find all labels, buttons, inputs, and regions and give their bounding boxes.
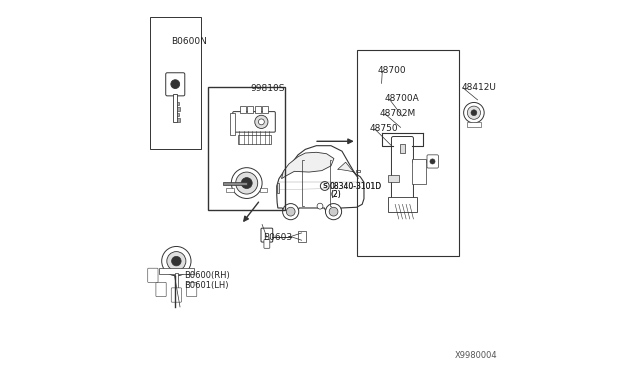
FancyBboxPatch shape (156, 282, 166, 296)
Bar (230, 113, 235, 135)
Bar (388, 175, 399, 182)
Circle shape (255, 115, 268, 128)
Bar (388, 197, 417, 212)
Circle shape (463, 102, 484, 123)
Circle shape (471, 110, 477, 116)
Text: 48700: 48700 (378, 66, 406, 75)
Circle shape (259, 119, 264, 125)
Circle shape (321, 182, 329, 190)
Circle shape (326, 203, 342, 220)
Circle shape (172, 256, 181, 266)
FancyBboxPatch shape (172, 288, 182, 302)
Circle shape (467, 106, 481, 119)
Bar (177, 107, 180, 111)
Circle shape (167, 251, 186, 271)
Bar (356, 51, 460, 256)
Bar (177, 118, 180, 122)
Text: 48700A: 48700A (385, 94, 420, 103)
Circle shape (231, 168, 262, 198)
FancyBboxPatch shape (261, 228, 273, 242)
Bar (173, 94, 177, 122)
Bar (208, 87, 285, 210)
Bar (467, 122, 481, 126)
FancyBboxPatch shape (233, 112, 275, 132)
Bar (412, 158, 426, 184)
Circle shape (171, 80, 180, 89)
Bar (177, 102, 179, 105)
Circle shape (162, 247, 191, 276)
Bar (260, 188, 268, 192)
FancyBboxPatch shape (392, 137, 413, 206)
Text: X9980004: X9980004 (455, 351, 498, 360)
Bar (223, 182, 246, 185)
Text: 48702M: 48702M (380, 109, 416, 118)
Bar (175, 273, 178, 289)
Text: 48412U: 48412U (461, 83, 496, 92)
Circle shape (286, 207, 295, 216)
Bar (240, 106, 246, 113)
Text: (2): (2) (330, 190, 341, 199)
Bar (255, 106, 260, 113)
Bar (177, 113, 179, 116)
Bar (356, 170, 360, 172)
Bar (226, 188, 234, 192)
Circle shape (430, 159, 435, 164)
Text: B0601(LH): B0601(LH) (184, 281, 229, 290)
Bar (298, 231, 306, 242)
Bar (159, 269, 194, 274)
Circle shape (283, 203, 299, 220)
FancyBboxPatch shape (264, 240, 270, 248)
Circle shape (329, 207, 338, 216)
Circle shape (241, 177, 252, 189)
Bar (277, 183, 279, 193)
Text: 08340-3101D: 08340-3101D (330, 182, 382, 190)
Circle shape (236, 172, 258, 194)
Circle shape (317, 203, 323, 209)
Text: 99810S: 99810S (250, 84, 285, 93)
Text: B0600(RH): B0600(RH) (184, 271, 230, 280)
Polygon shape (282, 152, 334, 179)
Bar (150, 17, 201, 149)
Text: S: S (323, 183, 327, 189)
FancyBboxPatch shape (427, 155, 438, 168)
Text: B0600N: B0600N (172, 37, 207, 46)
Bar (399, 144, 405, 153)
Text: B0603: B0603 (263, 233, 292, 242)
Text: 48750: 48750 (369, 124, 398, 132)
Bar (248, 106, 253, 113)
FancyBboxPatch shape (166, 73, 185, 96)
FancyBboxPatch shape (186, 282, 196, 296)
Text: 08340-3101D: 08340-3101D (330, 182, 382, 190)
Polygon shape (276, 146, 364, 213)
Bar (262, 106, 268, 113)
Polygon shape (337, 162, 358, 179)
Bar (237, 135, 271, 144)
Text: (2): (2) (330, 190, 341, 199)
Bar (412, 160, 432, 162)
FancyBboxPatch shape (148, 268, 158, 282)
